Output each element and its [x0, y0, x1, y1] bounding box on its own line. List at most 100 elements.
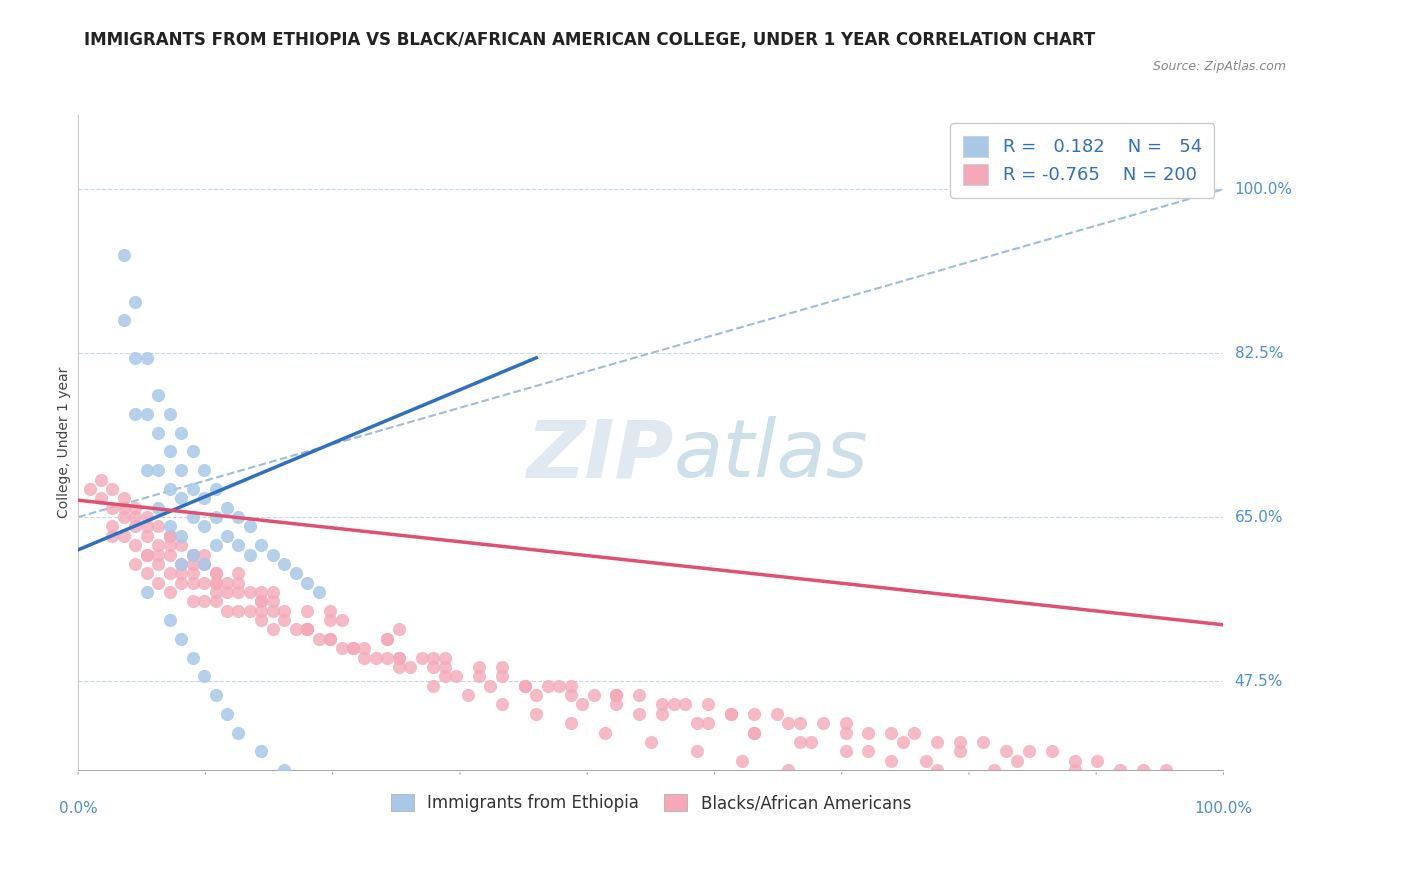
Point: [1018, 781, 1040, 796]
Point: [994, 744, 1017, 758]
Point: [193, 548, 215, 562]
Point: [1154, 810, 1177, 824]
Point: [181, 510, 204, 524]
Point: [880, 725, 903, 739]
Point: [891, 735, 914, 749]
Text: ZIP: ZIP: [526, 417, 673, 494]
Point: [927, 735, 949, 749]
Point: [353, 650, 375, 665]
Point: [101, 529, 124, 543]
Point: [250, 538, 273, 552]
Point: [869, 781, 891, 796]
Point: [330, 641, 353, 656]
Point: [1098, 829, 1121, 843]
Text: 47.5%: 47.5%: [1234, 673, 1282, 689]
Point: [159, 548, 181, 562]
Point: [983, 763, 1005, 777]
Point: [605, 688, 627, 702]
Point: [170, 529, 193, 543]
Point: [720, 706, 742, 721]
Point: [834, 744, 856, 758]
Point: [159, 538, 181, 552]
Point: [295, 623, 318, 637]
Point: [135, 407, 157, 421]
Text: atlas: atlas: [673, 417, 869, 494]
Point: [159, 529, 181, 543]
Point: [90, 491, 112, 506]
Point: [662, 698, 685, 712]
Point: [170, 557, 193, 571]
Point: [778, 763, 800, 777]
Point: [181, 566, 204, 581]
Point: [112, 313, 135, 327]
Point: [742, 725, 765, 739]
Point: [228, 575, 250, 590]
Point: [433, 669, 456, 683]
Point: [479, 679, 502, 693]
Point: [124, 557, 146, 571]
Point: [789, 735, 811, 749]
Point: [353, 641, 375, 656]
Point: [295, 623, 318, 637]
Point: [605, 688, 627, 702]
Point: [148, 425, 170, 440]
Point: [1201, 819, 1223, 833]
Point: [181, 650, 204, 665]
Point: [1189, 838, 1212, 852]
Point: [1201, 772, 1223, 787]
Point: [215, 604, 238, 618]
Point: [491, 698, 513, 712]
Point: [124, 294, 146, 309]
Point: [537, 679, 560, 693]
Point: [112, 248, 135, 262]
Point: [1178, 781, 1201, 796]
Point: [548, 679, 571, 693]
Point: [124, 500, 146, 515]
Text: 0.0%: 0.0%: [59, 800, 97, 815]
Point: [193, 519, 215, 533]
Point: [170, 566, 193, 581]
Point: [215, 585, 238, 599]
Point: [651, 698, 673, 712]
Point: [388, 623, 411, 637]
Point: [1052, 772, 1074, 787]
Point: [388, 650, 411, 665]
Point: [124, 407, 146, 421]
Point: [170, 425, 193, 440]
Point: [468, 669, 491, 683]
Point: [319, 613, 342, 627]
Point: [250, 744, 273, 758]
Point: [778, 716, 800, 731]
Point: [239, 519, 262, 533]
Point: [513, 679, 536, 693]
Point: [1154, 763, 1177, 777]
Point: [193, 557, 215, 571]
Point: [204, 688, 226, 702]
Point: [273, 613, 295, 627]
Point: [1040, 744, 1063, 758]
Point: [135, 510, 157, 524]
Point: [1018, 744, 1040, 758]
Point: [513, 679, 536, 693]
Point: [193, 575, 215, 590]
Point: [228, 510, 250, 524]
Point: [204, 510, 226, 524]
Point: [148, 388, 170, 402]
Point: [148, 548, 170, 562]
Point: [101, 482, 124, 496]
Point: [193, 594, 215, 608]
Point: [273, 557, 295, 571]
Point: [262, 604, 284, 618]
Point: [1132, 763, 1154, 777]
Point: [215, 500, 238, 515]
Point: [273, 763, 295, 777]
Point: [651, 706, 673, 721]
Point: [685, 716, 707, 731]
Point: [204, 566, 226, 581]
Point: [308, 632, 330, 646]
Point: [159, 519, 181, 533]
Point: [765, 706, 787, 721]
Y-axis label: College, Under 1 year: College, Under 1 year: [58, 367, 72, 518]
Point: [284, 623, 307, 637]
Point: [181, 548, 204, 562]
